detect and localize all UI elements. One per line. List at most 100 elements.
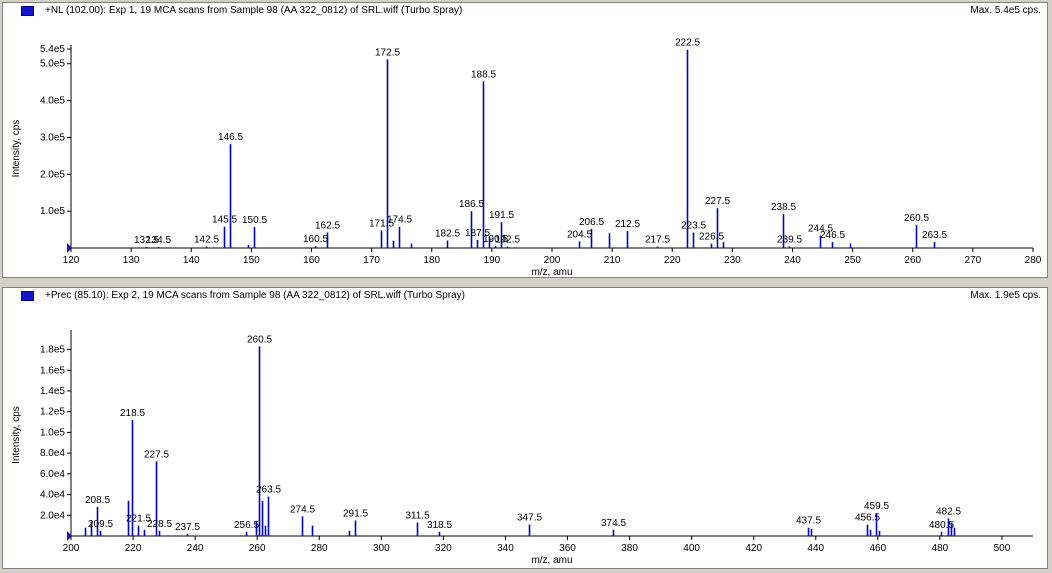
y-tick-label: 4.0e5 — [40, 96, 65, 107]
x-tick-label: 360 — [559, 543, 576, 554]
x-tick-label: 190 — [484, 255, 501, 266]
x-tick-label: 260 — [249, 543, 266, 554]
spectrum-title: +Prec (85.10): Exp 2, 19 MCA scans from … — [45, 290, 465, 301]
peak-label: 237.5 — [175, 522, 200, 533]
peak-label: 228.5 — [147, 519, 172, 530]
x-axis-label: m/z, amu — [531, 267, 572, 277]
x-tick-label: 180 — [423, 255, 440, 266]
x-tick-label: 340 — [497, 543, 514, 554]
peak-label: 171.5 — [369, 218, 394, 229]
peak-label: 238.5 — [771, 202, 796, 213]
x-tick-label: 120 — [63, 255, 80, 266]
x-tick-label: 400 — [683, 543, 700, 554]
y-tick-label: 6.0e4 — [40, 469, 65, 480]
x-tick-label: 460 — [869, 543, 886, 554]
pane-selector-icon[interactable] — [21, 6, 34, 16]
peak-label: 208.5 — [85, 495, 110, 506]
spectrum-plot-prec[interactable]: 200 220 240 260 280 300 320 340 360 380 400 420 440 4… — [3, 288, 1047, 568]
y-tick-label: 1.2e5 — [40, 407, 65, 418]
y-tick-label: 8.0e4 — [40, 448, 65, 459]
peak-label: 318.5 — [427, 520, 452, 531]
y-tick-label: 1.0e5 — [40, 206, 65, 217]
spectrum-title: +NL (102.00): Exp 1, 19 MCA scans from S… — [45, 5, 463, 16]
peak-label: 134.5 — [146, 235, 171, 246]
x-tick-label: 420 — [745, 543, 762, 554]
peak-label: 227.5 — [705, 196, 730, 207]
baseline-marker-icon[interactable] — [67, 531, 72, 541]
peak-label: 244.5 — [808, 223, 833, 234]
y-tick-label: 3.0e5 — [40, 132, 65, 143]
peak-label: 146.5 — [218, 132, 243, 143]
peak-label: 204.5 — [567, 229, 592, 240]
peak-label: 227.5 — [144, 449, 169, 460]
max-intensity-label: Max. 5.4e5 cps. — [970, 5, 1041, 16]
x-tick-label: 250 — [844, 255, 861, 266]
x-tick-label: 220 — [664, 255, 681, 266]
x-tick-label: 130 — [123, 255, 140, 266]
peak-label: 291.5 — [343, 508, 368, 519]
x-tick-label: 210 — [604, 255, 621, 266]
y-tick-label: 2.0e5 — [40, 169, 65, 180]
y-tick-label: 1.8e5 — [40, 345, 65, 356]
peak-label: 263.5 — [256, 485, 281, 496]
x-tick-label: 380 — [621, 543, 638, 554]
x-tick-label: 240 — [187, 543, 204, 554]
x-tick-label: 160 — [303, 255, 320, 266]
peak-label: 223.5 — [681, 221, 706, 232]
x-tick-label: 150 — [243, 255, 260, 266]
peak-label: 190.5 — [483, 234, 508, 245]
peak-label: 150.5 — [242, 215, 267, 226]
peak-label: 311.5 — [405, 511, 430, 522]
x-tick-label: 440 — [807, 543, 824, 554]
y-tick-label: 5.4e5 — [40, 44, 65, 55]
x-tick-label: 170 — [363, 255, 380, 266]
peak-label: 274.5 — [290, 504, 315, 515]
peak-label: 132.5 — [134, 235, 159, 246]
peak-label: 209.5 — [88, 519, 113, 530]
peak-label: 256.5 — [234, 520, 259, 531]
peak-label: 221.5 — [126, 514, 151, 525]
x-tick-label: 200 — [544, 255, 561, 266]
spectrum-plot-nl[interactable]: 120 130 140 150 160 170 180 190 200 210 220 230 240 2… — [3, 3, 1047, 277]
pane-selector-icon[interactable] — [21, 291, 34, 301]
y-tick-label: 1.6e5 — [40, 365, 65, 376]
x-tick-label: 240 — [784, 255, 801, 266]
peak-label: 191.5 — [489, 210, 514, 221]
x-tick-label: 280 — [311, 543, 328, 554]
x-tick-label: 260 — [904, 255, 921, 266]
peak-label: 482.5 — [936, 506, 961, 517]
peak-label: 260.5 — [247, 334, 272, 345]
peak-label: 218.5 — [120, 408, 145, 419]
peak-label: 217.5 — [645, 235, 670, 246]
y-axis-label: Intensity, cps — [11, 120, 22, 178]
baseline-marker-icon[interactable] — [67, 243, 72, 253]
max-intensity-label: Max. 1.9e5 cps. — [970, 290, 1041, 301]
y-tick-label: 5.0e5 — [40, 59, 65, 70]
x-axis-label: m/z, amu — [531, 555, 572, 566]
peak-label: 437.5 — [796, 516, 821, 527]
peak-label: 263.5 — [922, 230, 947, 241]
peak-label: 182.5 — [435, 229, 460, 240]
peak-label: 260.5 — [904, 213, 929, 224]
y-tick-label: 1.4e5 — [40, 386, 65, 397]
x-tick-label: 220 — [125, 543, 142, 554]
peak-label: 222.5 — [675, 38, 700, 49]
spectrum-pane-nl: +NL (102.00): Exp 1, 19 MCA scans from S… — [2, 2, 1048, 278]
peak-label: 187.5 — [465, 228, 490, 239]
x-tick-label: 300 — [373, 543, 390, 554]
y-axis-label: Intensity, cps — [11, 406, 22, 464]
peak-label: 186.5 — [459, 199, 484, 210]
peak-label: 145.5 — [212, 215, 237, 226]
peak-label: 192.5 — [495, 235, 520, 246]
spectrum-pane-prec: +Prec (85.10): Exp 2, 19 MCA scans from … — [2, 287, 1048, 569]
peak-label: 239.5 — [777, 235, 802, 246]
peak-label: 459.5 — [864, 501, 889, 512]
peak-label: 172.5 — [375, 47, 400, 58]
peak-label: 142.5 — [194, 235, 219, 246]
x-tick-label: 140 — [183, 255, 200, 266]
y-tick-label: 1.0e5 — [40, 427, 65, 438]
x-tick-label: 480 — [932, 543, 949, 554]
x-tick-label: 320 — [435, 543, 452, 554]
peak-label: 374.5 — [601, 518, 626, 529]
x-tick-label: 280 — [1025, 255, 1042, 266]
